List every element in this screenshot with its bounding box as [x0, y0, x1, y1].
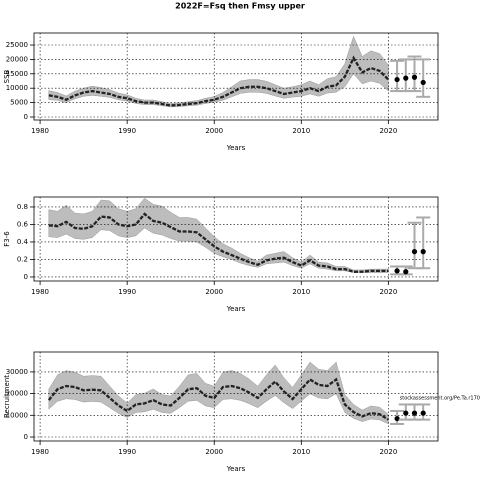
- confidence-band: [48, 35, 389, 108]
- x-tick-label: 2000: [205, 127, 223, 135]
- forecast-point: [403, 410, 409, 416]
- chart-title: 2022F=Fsq then Fmsy upper: [175, 2, 305, 11]
- x-tick-label: 1980: [31, 288, 49, 296]
- estimate-line: [48, 55, 390, 107]
- forecast-point: [394, 268, 400, 274]
- y-tick-label: 0.8: [17, 203, 28, 211]
- forecast-point: [420, 79, 426, 86]
- plot: [34, 33, 438, 120]
- y-axis-label: SSB: [3, 69, 11, 83]
- plot-frame: [33, 32, 439, 121]
- x-tick-label: 2010: [292, 288, 310, 296]
- y-tick-label: 15000: [6, 70, 28, 78]
- annotation: stockassessment.org/Pe.Ta.r17092, git:ec…: [400, 396, 480, 402]
- y-tick-label: 30000: [6, 368, 28, 376]
- x-axis-label: Years: [226, 144, 246, 152]
- x-axis-label: Years: [226, 465, 246, 473]
- y-tick-label: 5000: [10, 99, 28, 107]
- y-tick-label: 0: [24, 273, 28, 281]
- forecast-point: [411, 74, 418, 80]
- forecast-point: [420, 410, 426, 416]
- plot-frame: [33, 351, 439, 442]
- x-tick-label: 1980: [31, 448, 49, 456]
- forecast-point: [420, 249, 426, 255]
- y-tick-label: 25000: [6, 41, 28, 49]
- y-tick-label: 10000: [6, 411, 28, 419]
- y-tick-label: 0: [24, 113, 28, 121]
- forecast-point: [394, 76, 400, 83]
- y-axis-label: F3-6: [3, 231, 11, 247]
- plot-frame: [33, 196, 439, 282]
- x-tick-label: 2010: [292, 448, 310, 456]
- y-tick-label: 20000: [6, 390, 28, 398]
- x-axis-label: Years: [226, 305, 246, 313]
- y-axis-label: Recruitment: [3, 375, 11, 418]
- y-tick-label: 0.2: [17, 255, 28, 263]
- confidence-band: [48, 197, 389, 273]
- plot: [34, 352, 438, 441]
- forecast-point: [403, 75, 409, 81]
- y-tick-label: 20000: [6, 55, 28, 63]
- x-tick-label: 2000: [205, 288, 223, 296]
- estimate-line: [48, 212, 389, 273]
- x-tick-label: 2020: [379, 288, 397, 296]
- y-tick-label: 0.4: [17, 238, 29, 246]
- forecast-point: [403, 269, 409, 275]
- forecast-point: [411, 410, 418, 416]
- y-tick-label: 0: [24, 433, 28, 441]
- estimate-line: [47, 377, 389, 421]
- y-tick-label: 10000: [6, 84, 28, 92]
- x-tick-label: 1990: [118, 127, 136, 135]
- y-tick-label: 0.6: [17, 220, 29, 228]
- x-tick-label: 1990: [118, 448, 136, 456]
- x-tick-label: 2000: [205, 448, 223, 456]
- forecast-point: [411, 249, 418, 255]
- forecast-point: [394, 415, 400, 422]
- plot: [34, 197, 438, 281]
- x-tick-label: 2020: [379, 448, 397, 456]
- x-tick-label: 2010: [292, 127, 310, 135]
- x-tick-label: 1990: [118, 288, 136, 296]
- x-tick-label: 1980: [31, 127, 49, 135]
- x-tick-label: 2020: [379, 127, 397, 135]
